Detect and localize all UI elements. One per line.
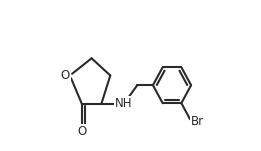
Text: NH: NH [115, 97, 133, 110]
Text: O: O [77, 125, 86, 138]
Text: O: O [61, 69, 70, 82]
Text: Br: Br [191, 115, 204, 128]
